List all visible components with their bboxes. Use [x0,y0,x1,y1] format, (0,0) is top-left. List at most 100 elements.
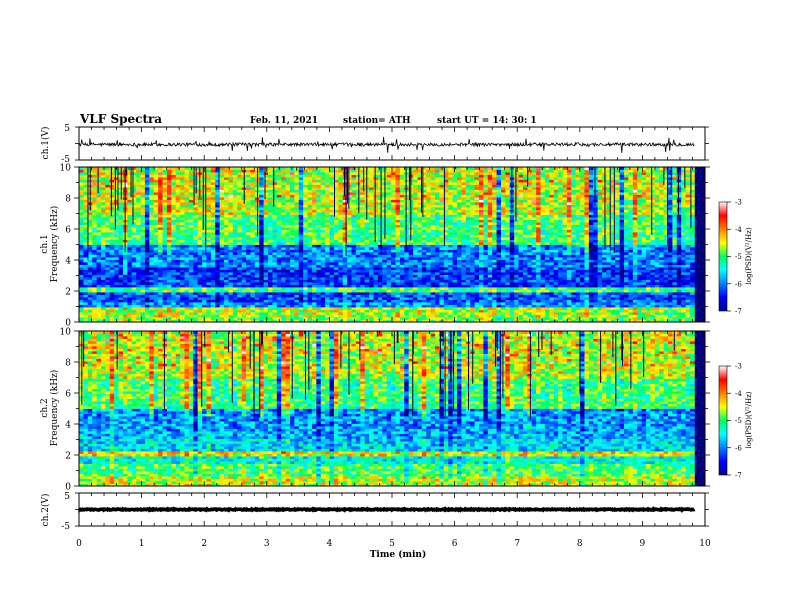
spectrogram-cell [435,262,440,265]
spectrogram-cell [329,252,335,255]
spectrogram-cell [355,252,361,255]
spectrogram-cell [109,309,115,313]
spectrogram-cell [654,259,660,263]
spectrogram-cell [158,307,163,310]
spectrogram-cell [303,294,308,298]
spectrogram-cell [193,247,199,250]
spectrogram-cell [602,252,607,255]
spectrogram-cell [377,257,383,260]
spectrogram-cell [549,237,555,240]
spectrogram-cell [435,244,440,248]
spectrogram-cell [439,299,445,303]
spectrogram-cell [246,282,251,285]
spectrogram-cell [439,259,445,263]
spectrogram-cell [646,284,651,288]
spectrogram-cell [443,247,449,250]
spectrogram-cell [329,254,335,258]
spectrogram-cell [478,249,484,253]
spectrogram-cell [149,314,155,318]
spectrogram-cell [382,297,388,300]
spectrogram-cell [259,234,265,238]
spectrogram-cell [224,274,229,278]
spectrogram-cell [215,307,221,310]
spectrogram-cell [347,239,352,243]
spectrogram-cell [79,297,84,300]
spectrogram-cell [615,294,621,298]
spectrogram-cell [307,249,313,253]
spectrogram-cell [588,292,594,295]
spectrogram-cell [377,314,383,318]
spectrogram-cell [426,279,432,283]
spectrogram-cell [540,257,546,260]
spectrogram-cell [237,312,243,315]
spectrogram-cell [224,314,229,318]
spectrogram-cell [175,314,181,318]
spectrogram-cell [259,297,265,300]
spectrogram-cell [109,302,115,305]
spectrogram-cell [483,239,489,243]
spectrogram-cell [527,314,533,318]
spectrogram-cell [404,302,410,305]
spectrogram-cell [470,314,475,318]
spectrogram-cell [158,294,163,298]
spectrogram-cell [461,284,467,288]
spectrogram-cell [505,302,511,305]
spectrogram-cell [347,272,352,275]
spectrogram-cell [237,234,243,238]
spectrogram-cell [478,257,484,260]
spectrogram-cell [294,252,300,255]
spectrogram-cell [197,284,203,288]
spectrogram-cell [276,242,282,245]
spectrogram-cell [377,294,383,298]
spectrogram-cell [224,259,229,263]
spectrogram-cell [566,284,572,288]
spectrogram-cell [562,277,568,280]
spectrogram-cell [395,319,401,323]
spectrogram-cell [228,267,234,270]
spectrogram-cell [663,237,669,240]
spectrogram-cell [391,267,396,270]
spectrogram-cell [289,307,295,310]
spectrogram-cell [435,249,440,253]
spectrogram-cell [333,292,339,295]
ch1-ytick-bottom: -5 [61,155,70,165]
spectrogram-cell [96,277,102,280]
spectrogram-cell [404,272,410,275]
spectrogram-cell [338,252,344,255]
spectrogram-cell [562,247,568,250]
spectrogram-cell [281,264,286,268]
spectrogram-cell [478,239,484,243]
spectrogram-cell [602,237,607,240]
spectrogram-cell [457,297,462,300]
spectrogram-cell [127,257,133,260]
spectrogram-cell [580,237,585,240]
spectrogram-cell [373,269,379,273]
spectrogram-cell [689,264,695,268]
spectrogram-cell [329,242,335,245]
spectrogram-cell [531,247,537,250]
spectrogram-cell [619,242,625,245]
spectrogram-cell [281,287,286,290]
spectrogram-cell [492,312,497,315]
spectrogram-cell [347,242,352,245]
spectrogram-cell [470,309,475,313]
spectrogram-cell [118,249,124,253]
spectrogram-cell [527,282,533,285]
spectrogram-cell [391,307,396,310]
spectrogram-cell [268,299,273,303]
spectrogram-cell [276,299,282,303]
spectrogram-cell [483,242,489,245]
spectrogram-cell [254,292,260,295]
spectrogram-cell [395,254,401,258]
spectrogram-cell [285,249,291,253]
spectrogram-cell [672,249,678,253]
spectrogram-cell [386,272,392,275]
spectrogram-cell [413,282,418,285]
spectrogram-cell [531,319,537,323]
spectrogram-cell [606,239,612,243]
spectrogram-cell [232,269,238,273]
spectrogram-cell [597,314,603,318]
spectrogram-cell [100,282,106,285]
spectrogram-cell [544,289,550,293]
